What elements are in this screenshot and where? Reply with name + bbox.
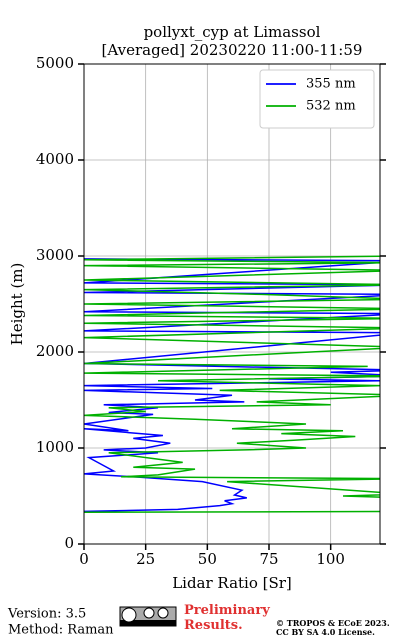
x-tick-label: 0: [79, 550, 89, 568]
x-axis-label: Lidar Ratio [Sr]: [172, 574, 292, 592]
chart-title: pollyxt_cyp at Limassol: [144, 23, 321, 41]
chart-subtitle: [Averaged] 20230220 11:00-11:59: [102, 41, 363, 59]
x-tick-label: 50: [198, 550, 217, 568]
legend-label: 532 nm: [306, 99, 356, 114]
series-line: [84, 255, 380, 514]
x-tick-label: 25: [136, 550, 155, 568]
x-tick-label: 75: [259, 550, 278, 568]
plot-frame: [83, 63, 381, 545]
version: Version: 3.5: [7, 607, 86, 622]
y-tick-label: 1000: [36, 438, 74, 456]
y-tick-label: 5000: [36, 54, 74, 72]
y-tick-label: 0: [64, 534, 74, 552]
y-tick-label: 4000: [36, 150, 74, 168]
cc-badge: [119, 606, 177, 627]
legend-label: 355 nm: [306, 77, 356, 92]
copyright: © TROPOS & ECoE 2023.: [276, 618, 390, 628]
x-tick-label: 100: [316, 550, 345, 568]
method: Method: Raman: [8, 623, 114, 638]
plot-lines: [84, 255, 380, 514]
status: Preliminary Results.: [184, 603, 270, 633]
y-tick-label: 2000: [36, 342, 74, 360]
y-axis-label: Height (m): [8, 263, 26, 346]
y-tick-label: 3000: [36, 246, 74, 264]
license: CC BY SA 4.0 License.: [276, 627, 375, 637]
